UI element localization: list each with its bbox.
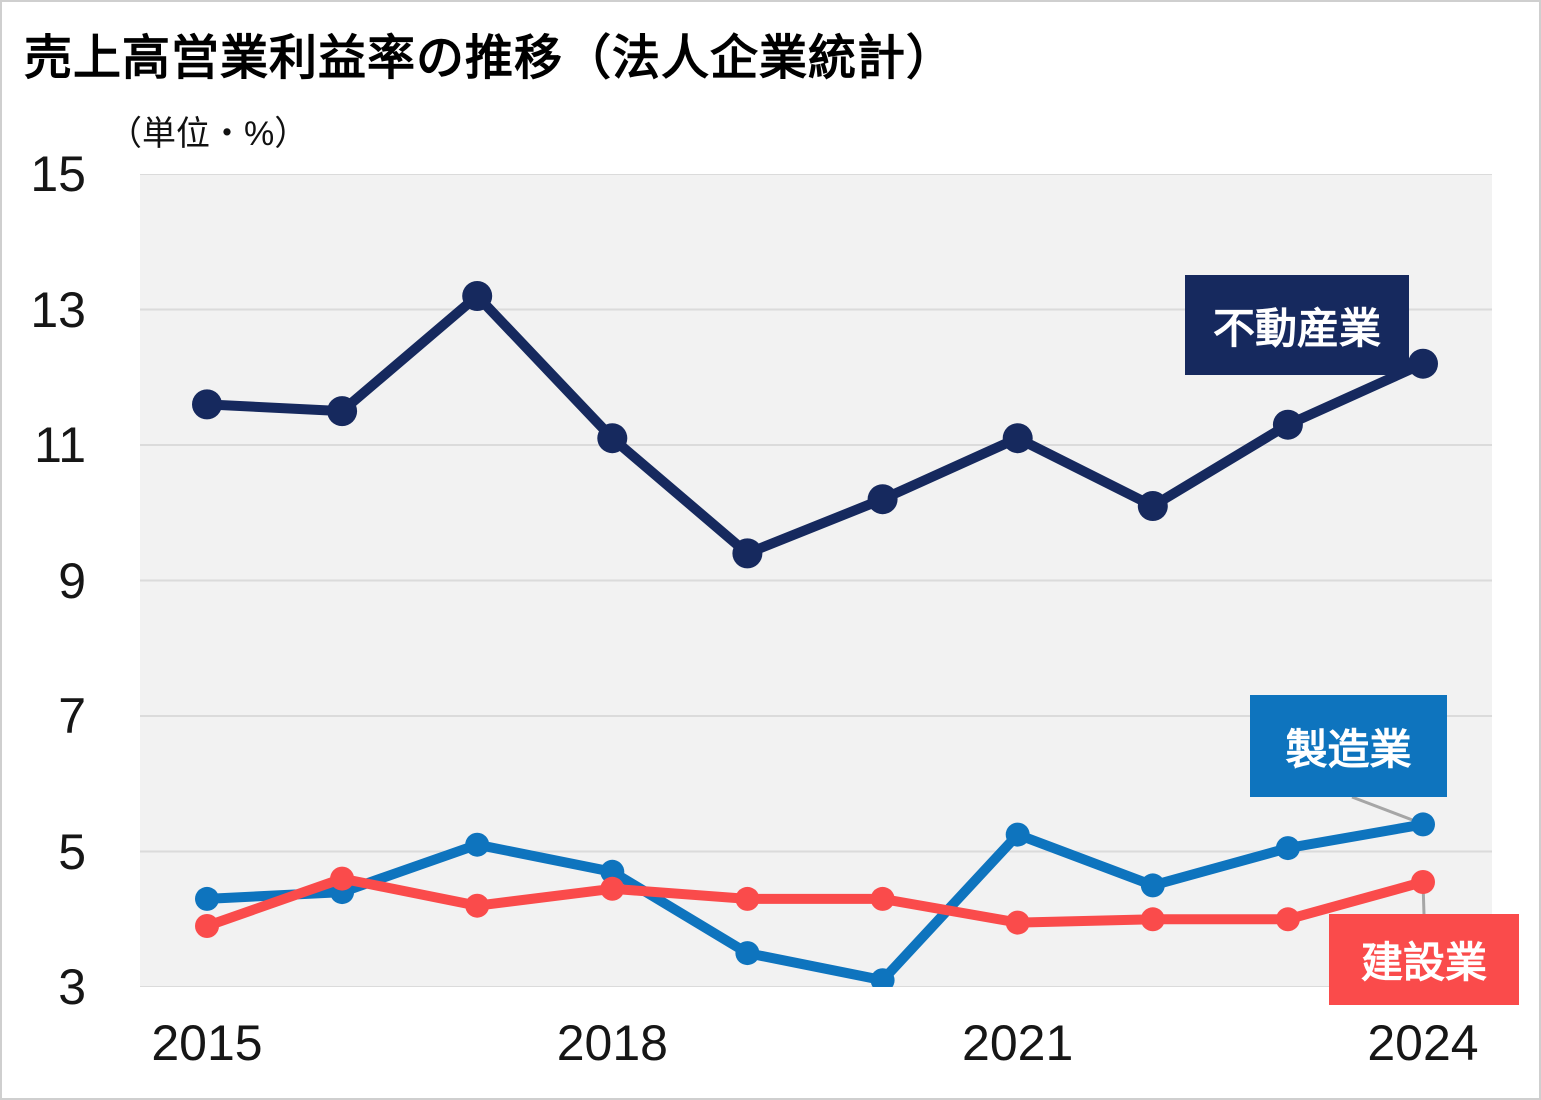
- data-point-manufacturing: [1005, 822, 1030, 847]
- y-tick-label: 9: [58, 552, 86, 609]
- series-line-construction: [202, 873, 1428, 931]
- y-tick-label: 13: [30, 281, 86, 338]
- data-point-construction: [1411, 870, 1435, 894]
- data-point-construction: [330, 866, 355, 891]
- data-point-real-estate: [1272, 409, 1303, 440]
- data-point-real-estate: [732, 538, 763, 569]
- x-tick-label: 2024: [1367, 1015, 1479, 1071]
- data-point-manufacturing: [870, 968, 895, 987]
- y-tick-label: 3: [58, 959, 86, 1015]
- x-tick-label: 2021: [962, 1015, 1074, 1071]
- data-point-manufacturing: [600, 859, 625, 884]
- data-point-construction: [195, 914, 219, 938]
- data-point-real-estate: [597, 423, 628, 454]
- y-tick-label: 7: [58, 688, 86, 744]
- data-point-construction: [1275, 907, 1300, 932]
- data-point-manufacturing: [465, 832, 490, 857]
- series-line-manufacturing: [202, 819, 1428, 986]
- data-point-real-estate: [867, 484, 898, 515]
- data-point-manufacturing: [1140, 873, 1165, 898]
- series-label-manufacturing: 製造業: [1250, 695, 1447, 797]
- data-point-manufacturing: [735, 941, 760, 966]
- data-point-construction: [870, 886, 895, 911]
- x-tick-label: 2015: [151, 1015, 263, 1071]
- y-tick-label: 5: [58, 823, 86, 880]
- data-point-construction: [465, 893, 490, 918]
- data-point-construction: [1005, 910, 1030, 935]
- y-tick-label: 15: [30, 146, 86, 202]
- series-line-real-estate: [202, 291, 1428, 559]
- data-point-real-estate: [1408, 348, 1438, 379]
- chart-svg: [140, 174, 1492, 987]
- data-point-manufacturing: [1411, 812, 1435, 837]
- data-point-real-estate: [1002, 423, 1033, 454]
- unit-label: （単位・%）: [108, 115, 309, 153]
- x-tick-label: 2018: [556, 1015, 668, 1071]
- data-point-real-estate: [462, 281, 493, 311]
- data-point-construction: [600, 876, 625, 901]
- y-tick-label: 11: [34, 417, 86, 473]
- data-point-construction: [735, 886, 760, 911]
- data-point-manufacturing: [195, 886, 219, 911]
- data-point-real-estate: [1137, 491, 1168, 521]
- series-label-construction: 建設業: [1329, 914, 1519, 1005]
- label-connector-manufacturing: [1351, 795, 1424, 826]
- data-point-manufacturing: [1275, 836, 1300, 861]
- data-point-real-estate: [192, 389, 222, 420]
- data-point-real-estate: [327, 396, 358, 427]
- data-point-construction: [1140, 907, 1165, 932]
- chart-title: 売上高営業利益率の推移（法人企業統計）: [24, 32, 956, 85]
- series-label-real-estate: 不動産業: [1185, 275, 1409, 375]
